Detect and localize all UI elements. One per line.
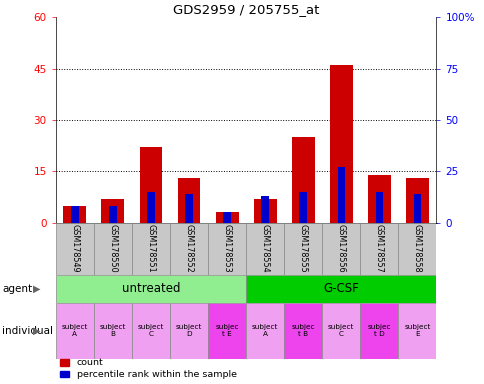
Text: GSM178556: GSM178556	[336, 224, 345, 273]
Bar	[329, 65, 352, 223]
Text: GSM178551: GSM178551	[146, 224, 155, 273]
Bar	[63, 205, 86, 223]
Text: GSM178553: GSM178553	[222, 224, 231, 273]
Text: subject
C: subject C	[328, 324, 354, 337]
Bar	[367, 175, 390, 223]
Text: subject
D: subject D	[176, 324, 202, 337]
Text: GSM178558: GSM178558	[412, 224, 421, 273]
Bar	[208, 223, 245, 275]
Bar	[322, 303, 360, 359]
Bar	[94, 303, 132, 359]
Title: GDS2959 / 205755_at: GDS2959 / 205755_at	[173, 3, 318, 16]
Text: subject
E: subject E	[404, 324, 430, 337]
Bar	[56, 275, 245, 303]
Bar	[284, 303, 321, 359]
Bar	[337, 167, 345, 223]
Bar	[284, 223, 321, 275]
Text: GSM178555: GSM178555	[298, 224, 307, 273]
Bar	[109, 206, 117, 223]
Text: GSM178549: GSM178549	[70, 224, 79, 273]
Text: subject
A: subject A	[61, 324, 88, 337]
Bar	[170, 303, 208, 359]
Bar	[405, 178, 428, 223]
Text: subject
B: subject B	[100, 324, 126, 337]
Bar	[360, 303, 398, 359]
Legend: count, percentile rank within the sample: count, percentile rank within the sample	[60, 358, 236, 379]
Bar	[245, 275, 436, 303]
Bar	[132, 303, 170, 359]
Bar	[185, 194, 193, 223]
Text: subject
A: subject A	[252, 324, 278, 337]
Bar	[360, 223, 398, 275]
Bar	[170, 223, 208, 275]
Bar	[375, 192, 382, 223]
Bar	[398, 223, 436, 275]
Bar	[291, 137, 314, 223]
Bar	[56, 223, 94, 275]
Text: GSM178554: GSM178554	[260, 224, 269, 273]
Bar	[208, 303, 245, 359]
Bar	[56, 303, 94, 359]
Bar	[147, 192, 154, 223]
Text: subjec
t D: subjec t D	[367, 324, 390, 337]
Text: subject
C: subject C	[137, 324, 164, 337]
Text: agent: agent	[2, 283, 32, 294]
Text: individual: individual	[2, 326, 53, 336]
Bar	[398, 303, 436, 359]
Bar	[177, 178, 200, 223]
Text: GSM178557: GSM178557	[374, 224, 383, 273]
Bar	[261, 196, 269, 223]
Bar	[253, 199, 276, 223]
Text: G-CSF: G-CSF	[323, 282, 359, 295]
Bar	[299, 192, 306, 223]
Bar	[101, 199, 124, 223]
Text: untreated: untreated	[121, 282, 180, 295]
Text: ▶: ▶	[33, 283, 40, 294]
Bar	[245, 223, 284, 275]
Bar	[215, 212, 238, 223]
Bar	[94, 223, 132, 275]
Bar	[322, 223, 360, 275]
Text: ▶: ▶	[33, 326, 40, 336]
Bar	[71, 206, 78, 223]
Bar	[245, 303, 284, 359]
Text: subjec
t B: subjec t B	[291, 324, 314, 337]
Text: GSM178552: GSM178552	[184, 224, 193, 273]
Bar	[139, 147, 162, 223]
Bar	[223, 212, 230, 223]
Text: GSM178550: GSM178550	[108, 224, 117, 273]
Text: subjec
t E: subjec t E	[215, 324, 238, 337]
Bar	[413, 194, 421, 223]
Bar	[132, 223, 170, 275]
